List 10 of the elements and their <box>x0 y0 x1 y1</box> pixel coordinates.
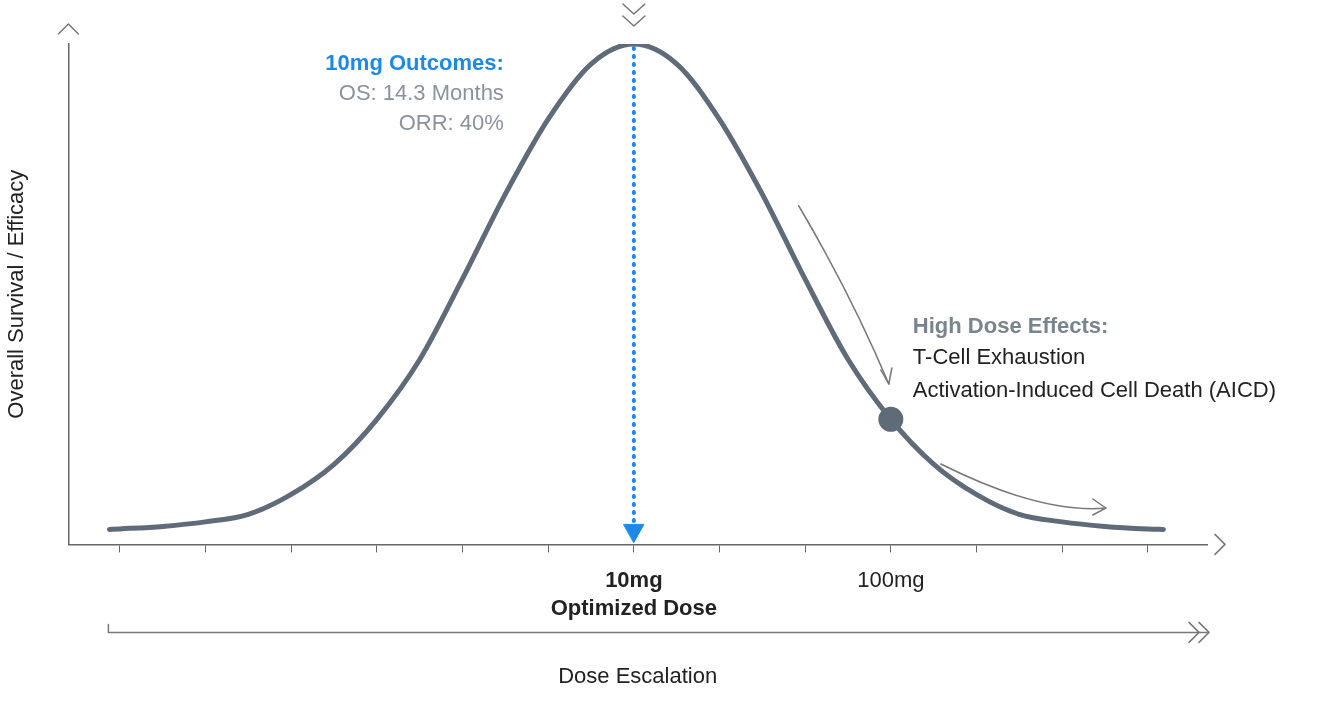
annotation: High Dose Effects: <box>912 313 1109 339</box>
x-tick-label: 100mg <box>857 566 925 592</box>
annotation: ORR: 40% <box>398 110 504 136</box>
annotation: OS: 14.3 Months <box>338 80 504 106</box>
annotation: Activation-Induced Cell Death (AICD) <box>912 377 1276 403</box>
y-axis-title: Overall Survival / Efficacy <box>3 169 29 419</box>
x-axis-title: Dose Escalation <box>558 662 718 688</box>
x-tick-label: 10mg Optimized Dose <box>550 566 717 621</box>
annotation: T-Cell Exhaustion <box>912 344 1086 370</box>
annotation: 10mg Outcomes: <box>325 50 504 76</box>
